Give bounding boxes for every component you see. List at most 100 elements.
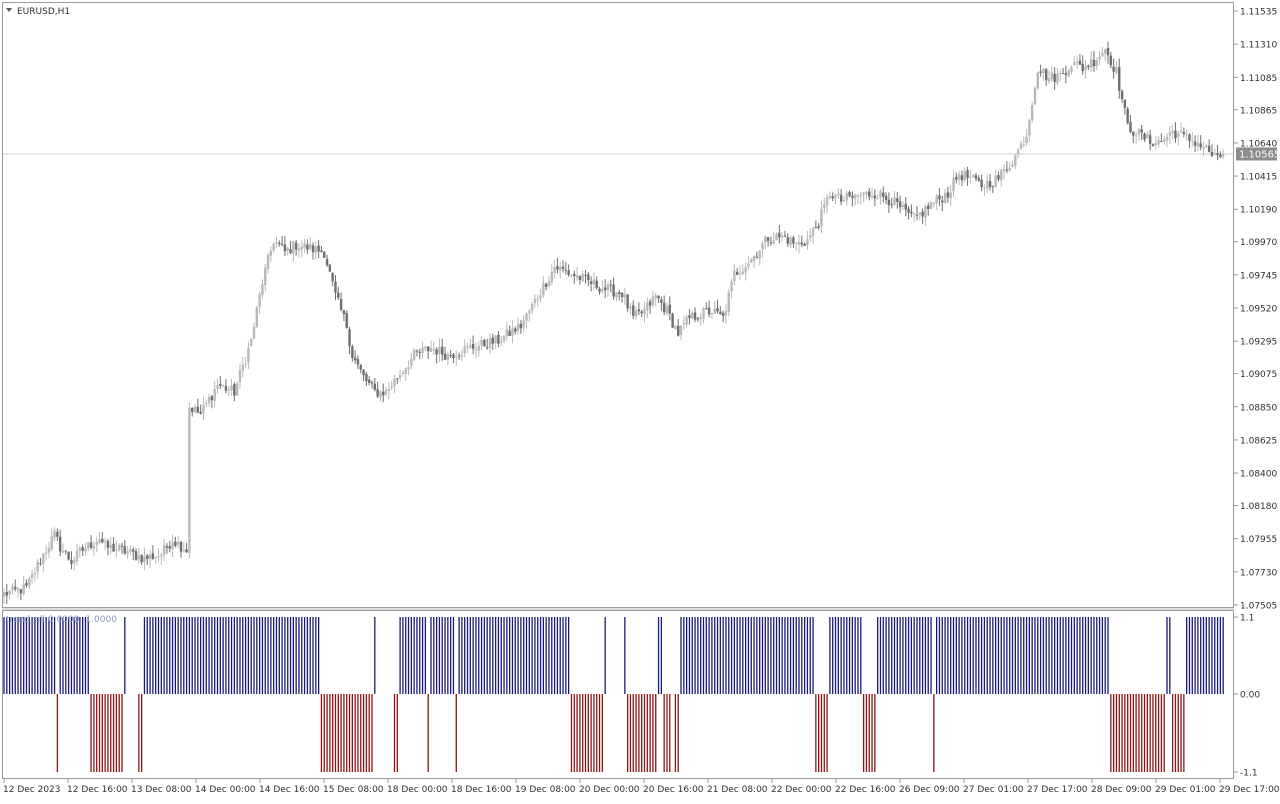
candle-body	[5, 591, 9, 596]
candle-body	[182, 550, 185, 552]
collapse-triangle-icon[interactable]	[6, 8, 12, 12]
candle-body	[750, 259, 753, 263]
time-tick-label: 22 Dec 00:00	[771, 785, 832, 795]
time-tick-label: 15 Dec 08:00	[323, 785, 384, 795]
candle-body	[528, 310, 531, 314]
candle-body	[1000, 170, 1003, 181]
candle-body	[387, 389, 391, 391]
candle-body	[674, 325, 677, 329]
candle-body	[1213, 153, 1216, 155]
candle-body	[435, 349, 438, 355]
candle-body	[120, 545, 124, 547]
candle-body	[1033, 87, 1037, 105]
candle-body	[862, 192, 865, 195]
candle-body	[452, 354, 455, 359]
candle-body	[219, 383, 222, 386]
candle-body	[879, 191, 882, 198]
time-tick-label: 14 Dec 00:00	[195, 785, 256, 795]
candle-body	[1120, 90, 1124, 100]
candle-body	[25, 582, 28, 586]
candle-body	[971, 174, 975, 178]
candle-body	[719, 311, 722, 315]
candle-body	[721, 312, 725, 316]
candle-body	[573, 273, 576, 277]
candle-body	[42, 553, 45, 564]
candle-body	[1045, 69, 1048, 81]
candle-body	[471, 344, 475, 349]
candle-body	[367, 379, 371, 383]
candle-body	[1056, 73, 1059, 84]
candle-body	[44, 552, 48, 554]
candle-body	[404, 368, 407, 374]
candle-body	[174, 541, 177, 546]
candle-body	[1073, 62, 1076, 66]
candle-body	[629, 306, 632, 310]
candle-body	[497, 334, 500, 344]
candle-body	[14, 586, 17, 589]
candle-body	[508, 330, 511, 336]
candle-body	[87, 542, 90, 549]
candle-body	[221, 385, 225, 387]
candle-body	[81, 547, 84, 551]
candle-body	[148, 554, 152, 560]
candle-body	[410, 358, 413, 366]
candle-body	[696, 318, 700, 320]
time-tick-label: 28 Dec 09:00	[1091, 785, 1152, 795]
candle-body	[53, 530, 56, 538]
candle-body	[845, 193, 848, 201]
candle-body	[469, 345, 472, 348]
candle-body	[337, 292, 340, 298]
candle-body	[117, 544, 121, 551]
candle-body	[1039, 71, 1042, 73]
candle-body	[772, 240, 775, 244]
price-tick-label: 1.10640	[1240, 139, 1277, 149]
candle-body	[988, 181, 992, 188]
candle-body	[323, 251, 326, 258]
candle-body	[505, 329, 509, 337]
candle-body	[50, 536, 53, 550]
symbol-header[interactable]: EURUSD,H1	[6, 7, 70, 17]
candle-body	[109, 544, 112, 549]
candle-body	[101, 538, 104, 543]
candle-body	[974, 175, 978, 179]
candle-body	[887, 199, 891, 206]
candle-body	[1087, 65, 1090, 68]
candle-body	[457, 355, 461, 357]
candle-body	[870, 196, 874, 198]
candle-body	[752, 255, 756, 261]
candle-body	[415, 350, 419, 352]
candle-body	[1098, 56, 1101, 60]
candle-body	[140, 554, 143, 563]
candle-body	[179, 541, 183, 552]
candle-body	[193, 406, 197, 413]
candle-body	[615, 292, 618, 298]
candle-body	[241, 364, 244, 371]
candle-body	[1202, 147, 1205, 149]
candle-body	[589, 281, 593, 284]
candle-body	[893, 197, 896, 206]
candle-body	[247, 347, 250, 363]
candle-body	[362, 369, 365, 376]
candle-body	[983, 187, 986, 189]
candle-body	[129, 548, 132, 552]
candle-body	[654, 295, 657, 298]
candle-body	[677, 325, 680, 336]
candle-body	[418, 351, 421, 353]
candle-body	[769, 242, 773, 244]
candle-body	[449, 355, 452, 357]
candle-body	[345, 312, 348, 328]
candle-body	[61, 550, 65, 553]
candle-body	[1070, 66, 1073, 72]
candle-body	[783, 235, 787, 237]
candle-body	[1157, 139, 1160, 145]
candle-body	[286, 247, 289, 251]
candle-body	[761, 243, 764, 250]
candle-body	[272, 243, 275, 251]
candle-body	[640, 311, 643, 314]
candle-body	[570, 274, 573, 276]
candle-body	[668, 304, 671, 314]
candle-body	[311, 245, 315, 253]
candle-body	[1075, 61, 1079, 64]
